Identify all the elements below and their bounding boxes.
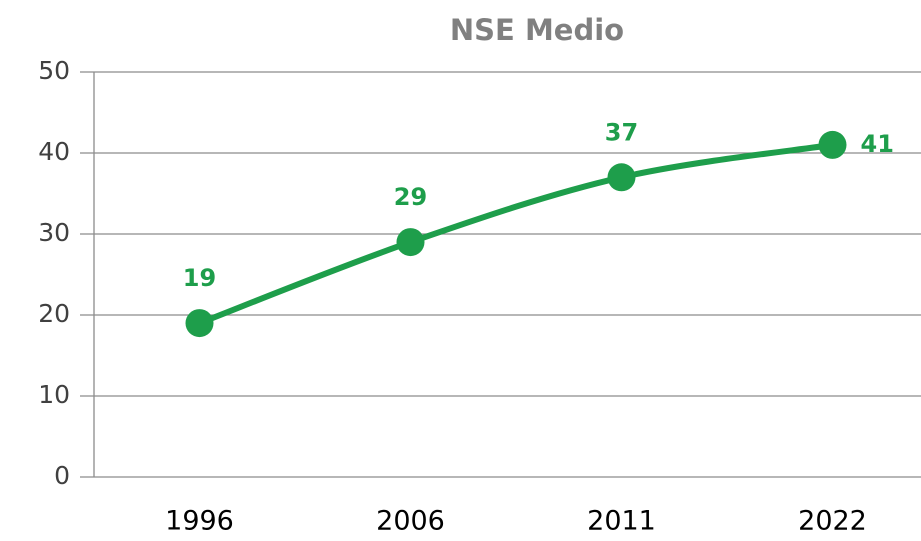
marker — [185, 309, 214, 338]
marker — [396, 228, 425, 257]
data-label: 37 — [605, 118, 638, 146]
x-tick-label: 2011 — [587, 506, 656, 537]
x-tick-label: 1996 — [165, 506, 234, 537]
y-tick-label: 40 — [38, 137, 70, 166]
line — [198, 141, 833, 326]
x-tick-label: 2006 — [376, 506, 445, 537]
y-tick-label: 10 — [38, 380, 70, 409]
marker — [607, 163, 636, 192]
marker — [818, 130, 847, 159]
y-tick-label: 50 — [38, 56, 70, 85]
data-label: 41 — [861, 130, 894, 158]
y-tick-label: 30 — [38, 218, 70, 247]
data-label: 29 — [394, 183, 427, 211]
x-tick-label: 2022 — [798, 506, 867, 537]
chart-title: NSE Medio — [450, 13, 624, 47]
y-tick-label: 20 — [38, 299, 70, 328]
data-label: 19 — [183, 264, 216, 292]
y-tick-label: 0 — [54, 461, 70, 490]
